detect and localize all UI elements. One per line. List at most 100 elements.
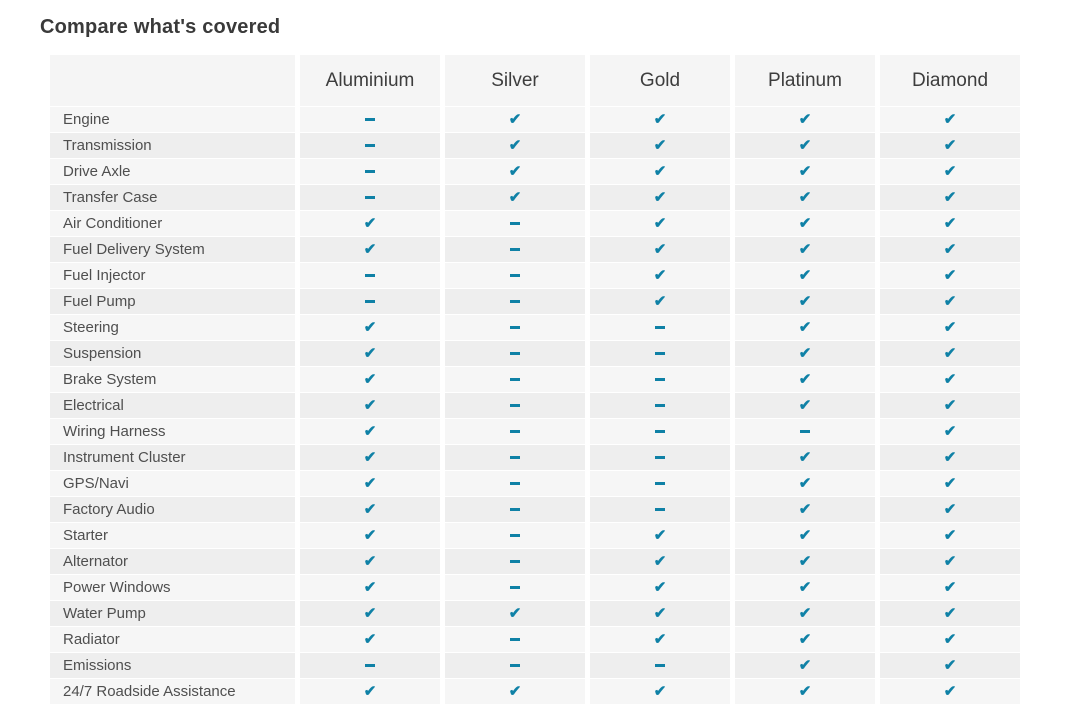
dash-icon <box>655 507 665 511</box>
dash-icon <box>800 429 810 433</box>
not-covered-cell <box>445 419 585 444</box>
check-icon: ✔ <box>943 552 957 570</box>
check-icon: ✔ <box>653 188 667 206</box>
covered-cell: ✔ <box>590 627 730 652</box>
covered-cell: ✔ <box>735 263 875 288</box>
check-icon: ✔ <box>798 500 812 518</box>
check-icon: ✔ <box>363 682 377 700</box>
dash-icon <box>655 455 665 459</box>
covered-cell: ✔ <box>735 497 875 522</box>
covered-cell: ✔ <box>300 627 440 652</box>
dash-icon <box>510 351 520 355</box>
covered-cell: ✔ <box>590 133 730 158</box>
check-icon: ✔ <box>653 578 667 596</box>
not-covered-cell <box>300 133 440 158</box>
not-covered-cell <box>445 289 585 314</box>
check-icon: ✔ <box>943 162 957 180</box>
dash-icon <box>365 143 375 147</box>
check-icon: ✔ <box>363 318 377 336</box>
check-icon: ✔ <box>508 162 522 180</box>
row-label: Transmission <box>50 133 295 158</box>
covered-cell: ✔ <box>880 315 1020 340</box>
covered-cell: ✔ <box>880 107 1020 132</box>
check-icon: ✔ <box>798 266 812 284</box>
covered-cell: ✔ <box>590 107 730 132</box>
covered-cell: ✔ <box>735 185 875 210</box>
check-icon: ✔ <box>943 370 957 388</box>
row-label: Water Pump <box>50 601 295 626</box>
dash-icon <box>510 377 520 381</box>
row-label: Air Conditioner <box>50 211 295 236</box>
not-covered-cell <box>590 419 730 444</box>
check-icon: ✔ <box>943 318 957 336</box>
check-icon: ✔ <box>653 552 667 570</box>
check-icon: ✔ <box>798 318 812 336</box>
covered-cell: ✔ <box>590 211 730 236</box>
not-covered-cell <box>590 445 730 470</box>
covered-cell: ✔ <box>880 523 1020 548</box>
table-row: Drive Axle ✔ ✔ ✔ ✔ <box>50 159 1020 184</box>
check-icon: ✔ <box>363 604 377 622</box>
dash-icon <box>655 481 665 485</box>
check-icon: ✔ <box>653 682 667 700</box>
check-icon: ✔ <box>363 552 377 570</box>
check-icon: ✔ <box>363 630 377 648</box>
table-row: Factory Audio ✔ ✔ ✔ <box>50 497 1020 522</box>
check-icon: ✔ <box>943 448 957 466</box>
covered-cell: ✔ <box>300 523 440 548</box>
not-covered-cell <box>445 653 585 678</box>
check-icon: ✔ <box>363 422 377 440</box>
check-icon: ✔ <box>943 344 957 362</box>
check-icon: ✔ <box>798 344 812 362</box>
covered-cell: ✔ <box>735 549 875 574</box>
dash-icon <box>510 507 520 511</box>
covered-cell: ✔ <box>590 237 730 262</box>
table-row: Fuel Pump ✔ ✔ ✔ <box>50 289 1020 314</box>
covered-cell: ✔ <box>445 601 585 626</box>
row-label: Starter <box>50 523 295 548</box>
covered-cell: ✔ <box>590 575 730 600</box>
row-label: Factory Audio <box>50 497 295 522</box>
covered-cell: ✔ <box>880 419 1020 444</box>
dash-icon <box>510 637 520 641</box>
not-covered-cell <box>445 393 585 418</box>
check-icon: ✔ <box>798 214 812 232</box>
column-header-platinum: Platinum <box>735 55 875 106</box>
check-icon: ✔ <box>943 422 957 440</box>
check-icon: ✔ <box>508 136 522 154</box>
check-icon: ✔ <box>798 162 812 180</box>
check-icon: ✔ <box>798 578 812 596</box>
check-icon: ✔ <box>943 396 957 414</box>
dash-icon <box>365 195 375 199</box>
check-icon: ✔ <box>943 578 957 596</box>
row-label: Electrical <box>50 393 295 418</box>
table-row: Radiator ✔ ✔ ✔ ✔ <box>50 627 1020 652</box>
covered-cell: ✔ <box>880 159 1020 184</box>
row-label: Instrument Cluster <box>50 445 295 470</box>
check-icon: ✔ <box>798 552 812 570</box>
covered-cell: ✔ <box>880 627 1020 652</box>
table-row: Brake System ✔ ✔ ✔ <box>50 367 1020 392</box>
covered-cell: ✔ <box>735 211 875 236</box>
column-header-silver: Silver <box>445 55 585 106</box>
row-label: Brake System <box>50 367 295 392</box>
check-icon: ✔ <box>653 136 667 154</box>
covered-cell: ✔ <box>735 341 875 366</box>
covered-cell: ✔ <box>735 601 875 626</box>
check-icon: ✔ <box>363 526 377 544</box>
row-label: GPS/Navi <box>50 471 295 496</box>
check-icon: ✔ <box>943 604 957 622</box>
row-label: Drive Axle <box>50 159 295 184</box>
check-icon: ✔ <box>508 604 522 622</box>
check-icon: ✔ <box>798 188 812 206</box>
covered-cell: ✔ <box>300 341 440 366</box>
covered-cell: ✔ <box>880 653 1020 678</box>
check-icon: ✔ <box>943 656 957 674</box>
covered-cell: ✔ <box>880 341 1020 366</box>
check-icon: ✔ <box>943 266 957 284</box>
covered-cell: ✔ <box>445 679 585 704</box>
header-blank-cell <box>50 55 295 106</box>
covered-cell: ✔ <box>300 445 440 470</box>
covered-cell: ✔ <box>880 237 1020 262</box>
covered-cell: ✔ <box>880 549 1020 574</box>
